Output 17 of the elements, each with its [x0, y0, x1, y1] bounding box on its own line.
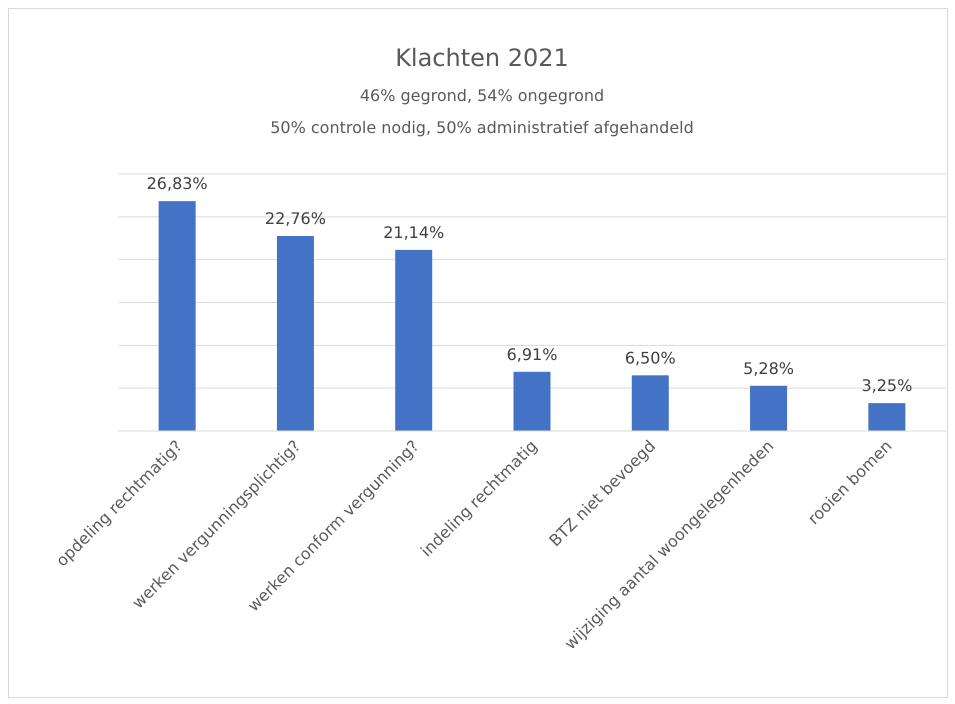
- data-label: 3,25%: [861, 376, 912, 396]
- data-label: 6,91%: [506, 344, 558, 364]
- bar: [395, 250, 432, 431]
- data-label: 26,83%: [146, 174, 208, 194]
- chart-subtitle: 46% gegrond, 54% ongegrond: [360, 86, 604, 105]
- data-label: 21,14%: [383, 222, 444, 242]
- bar: [868, 403, 906, 431]
- chart-title: Klachten 2021: [395, 44, 569, 72]
- bar: [514, 372, 550, 431]
- data-label: 5,28%: [743, 358, 794, 378]
- bar: [632, 375, 669, 431]
- data-label: 22,76%: [264, 209, 326, 228]
- bar: [158, 201, 196, 431]
- data-label: 6,50%: [624, 348, 676, 368]
- bar: [276, 236, 314, 431]
- text: 50% controle nodig, 50% administratief afgehandeld: [270, 118, 694, 137]
- bar: [750, 386, 788, 431]
